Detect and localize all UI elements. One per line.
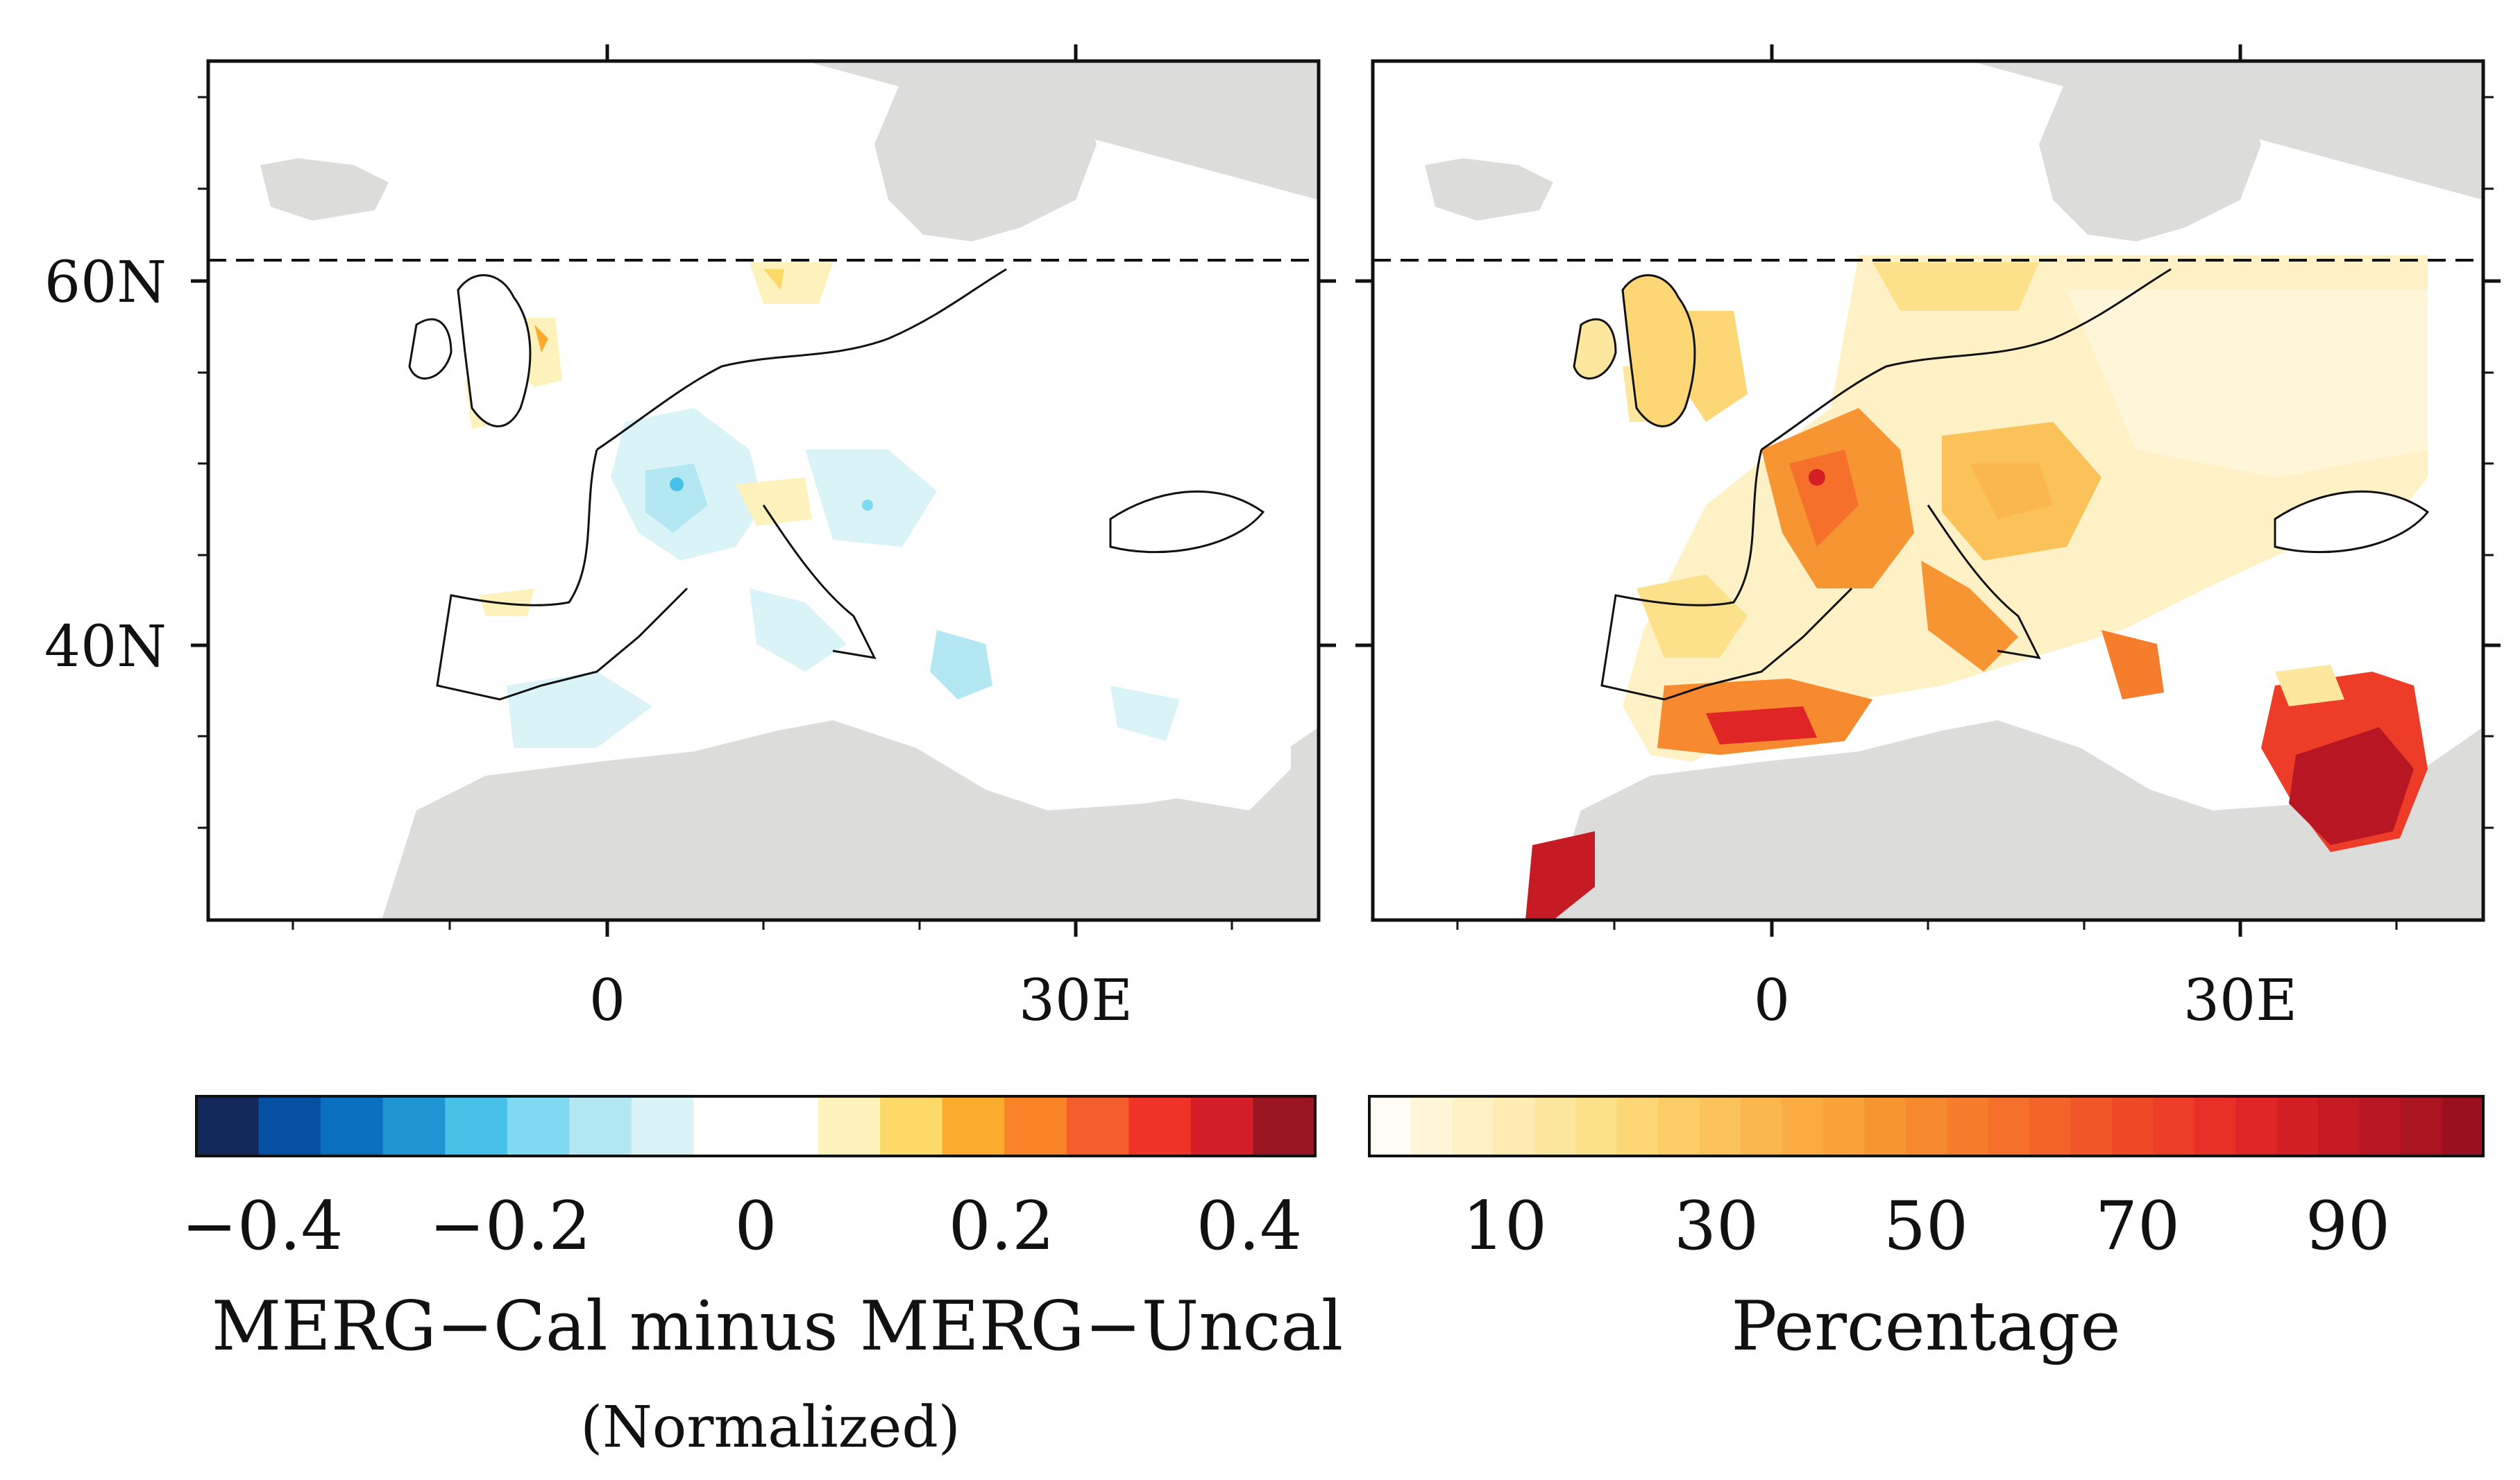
left-colorbar-swatch-9 (756, 1096, 819, 1156)
left-colorbar-swatch-0 (196, 1096, 260, 1156)
right-colorbar-swatch-4 (1534, 1096, 1576, 1156)
right-colorbar-title: Percentage (1732, 1287, 2121, 1366)
left-colorbar: −0.4 −0.2 0 0.2 0.4 MERG−Cal minus MERG−… (181, 1095, 1343, 1461)
right-colorbar-swatch-14 (1947, 1096, 1989, 1156)
right-colorbar-swatch-15 (1988, 1096, 2030, 1156)
lat-label-40n: 40N (44, 614, 167, 680)
right-colorbar-swatch-10 (1782, 1096, 1824, 1156)
left-map-panel: 60N 40N 0 30E (44, 44, 1336, 1034)
left-colorbar-swatch-3 (382, 1096, 446, 1156)
right-colorbar-swatch-8 (1699, 1096, 1741, 1156)
left-colorbar-swatch-17 (1253, 1096, 1316, 1156)
right-colorbar-swatch-12 (1864, 1096, 1906, 1156)
right-colorbar-swatch-1 (1410, 1096, 1453, 1156)
right-colorbar-swatch-11 (1823, 1096, 1865, 1156)
right-colorbar-swatch-0 (1369, 1096, 1412, 1156)
left-colorbar-tick-m04: −0.4 (181, 1187, 343, 1265)
right-colorbar-swatch-24 (2359, 1096, 2401, 1156)
right-colorbar-swatch-5 (1575, 1096, 1618, 1156)
right-land-mass (1425, 61, 2483, 920)
right-major-ticks (1355, 44, 2501, 937)
left-land-mass (260, 61, 1319, 920)
right-colorbar-tick-70: 70 (2095, 1187, 2180, 1265)
right-colorbar-swatch-25 (2401, 1096, 2443, 1156)
left-colorbar-swatch-1 (258, 1096, 321, 1156)
left-colorbar-swatch-4 (445, 1096, 508, 1156)
left-colorbar-swatch-6 (569, 1096, 632, 1156)
right-colorbar-swatch-2 (1451, 1096, 1494, 1156)
right-colorbar-swatch-16 (2029, 1096, 2072, 1156)
right-colorbar-tick-30: 30 (1674, 1187, 1759, 1265)
left-minor-ticks (198, 96, 1233, 930)
left-colorbar-tick-0: 0 (734, 1187, 777, 1265)
right-colorbar-swatch-21 (2235, 1096, 2278, 1156)
left-lon-label-0: 0 (589, 968, 625, 1034)
left-colorbar-swatch-7 (631, 1096, 695, 1156)
left-colorbar-swatch-15 (1128, 1096, 1192, 1156)
right-colorbar-frame (1368, 1095, 2485, 1157)
left-colorbar-swatch-13 (1004, 1096, 1067, 1156)
right-colorbar-swatch-18 (2112, 1096, 2154, 1156)
left-colorbar-swatch-16 (1190, 1096, 1254, 1156)
right-colorbar-tick-10: 10 (1462, 1187, 1547, 1265)
left-colorbar-swatch-2 (321, 1096, 384, 1156)
left-colorbar-tick-02: 0.2 (949, 1187, 1055, 1265)
left-colorbar-tick-04: 0.4 (1196, 1187, 1303, 1265)
left-colorbar-swatch-11 (880, 1096, 943, 1156)
right-colorbar-swatch-9 (1741, 1096, 1783, 1156)
right-colorbar-swatch-19 (2153, 1096, 2195, 1156)
right-colorbar-swatch-7 (1658, 1096, 1700, 1156)
left-colorbar-swatches (196, 1096, 1316, 1156)
right-colorbar-swatch-17 (2070, 1096, 2113, 1156)
left-colorbar-swatch-8 (693, 1096, 756, 1156)
right-colorbar-swatch-13 (1905, 1096, 1947, 1156)
right-colorbar-swatch-26 (2442, 1096, 2484, 1156)
right-minor-ticks (1456, 96, 2494, 930)
left-colorbar-swatch-5 (507, 1096, 570, 1156)
right-colorbar-swatch-22 (2276, 1096, 2319, 1156)
left-major-ticks (191, 44, 1336, 937)
lat-label-60n: 60N (44, 250, 167, 316)
right-colorbar-swatch-6 (1616, 1096, 1659, 1156)
right-colorbar-swatch-20 (2194, 1096, 2236, 1156)
right-colorbar-tick-50: 50 (1884, 1187, 1968, 1265)
right-colorbar-swatch-3 (1493, 1096, 1535, 1156)
right-colorbar-swatches (1369, 1096, 2484, 1156)
left-colorbar-swatch-12 (942, 1096, 1005, 1156)
right-colorbar-tick-90: 90 (2306, 1187, 2390, 1265)
right-map-panel: 0 30E (1355, 44, 2501, 1034)
right-lon-label-30e: 30E (2183, 968, 2297, 1034)
left-lon-label-30e: 30E (1019, 968, 1133, 1034)
left-colorbar-frame (195, 1095, 1317, 1157)
left-colorbar-tick-m02: −0.2 (429, 1187, 591, 1265)
right-lon-label-0: 0 (1754, 968, 1790, 1034)
left-colorbar-subtitle: (Normalized) (580, 1395, 961, 1461)
left-colorbar-swatch-14 (1066, 1096, 1129, 1156)
left-colorbar-title: MERG−Cal minus MERG−Uncal (212, 1287, 1343, 1366)
right-colorbar-swatch-23 (2318, 1096, 2360, 1156)
left-colorbar-swatch-10 (818, 1096, 881, 1156)
right-colorbar: 10 30 50 70 90 Percentage (1368, 1095, 2485, 1366)
